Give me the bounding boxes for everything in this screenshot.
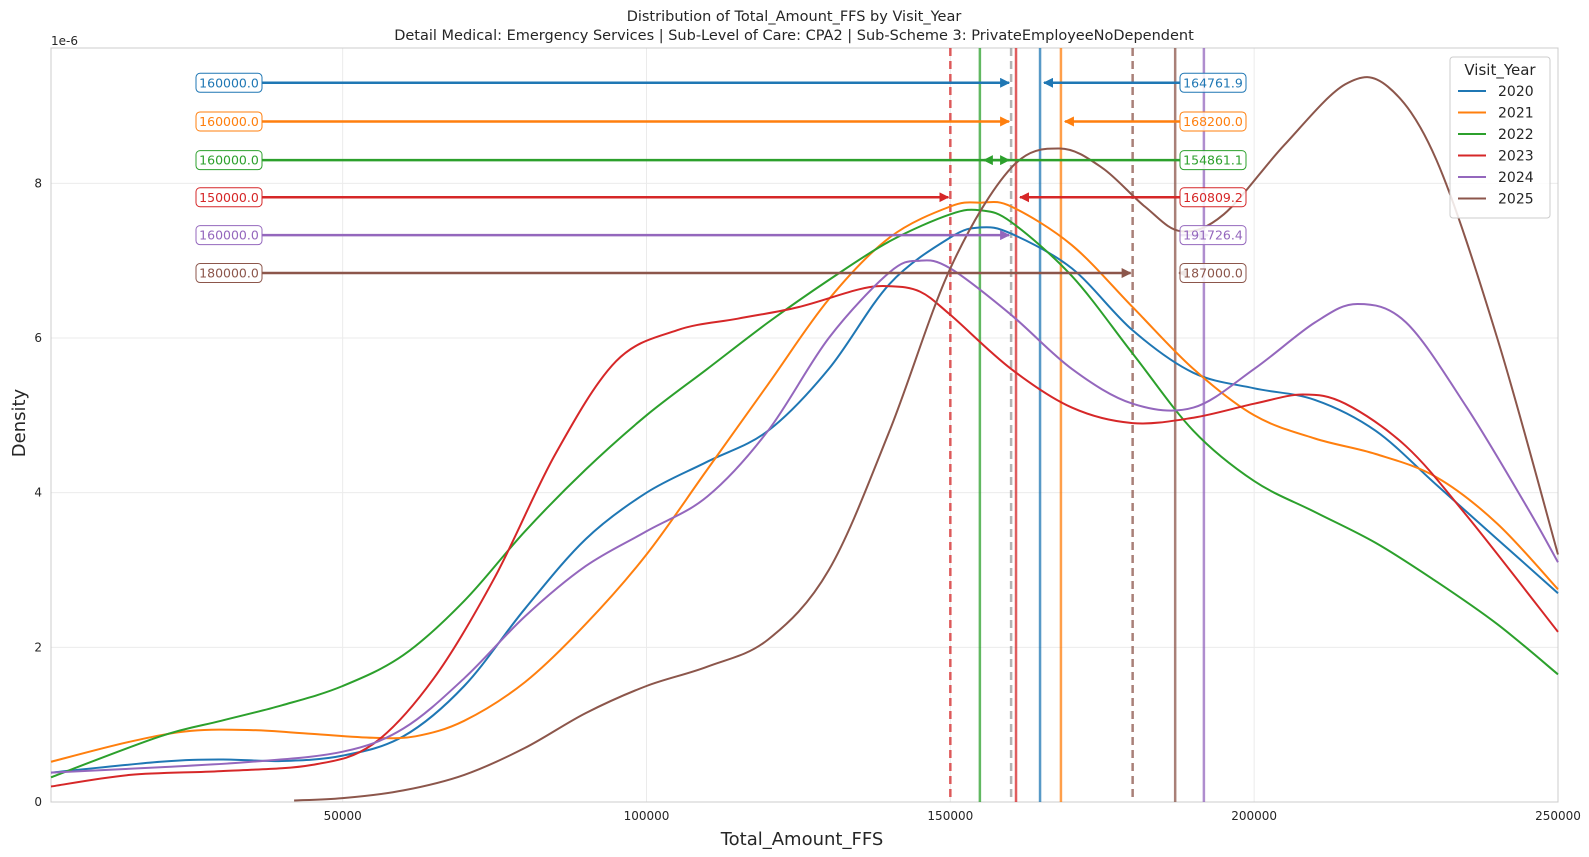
- chart-title: Distribution of Total_Amount_FFS by Visi…: [627, 9, 962, 25]
- annotation-box-left: [195, 263, 263, 284]
- annotation-box-left: [195, 187, 263, 208]
- annotation-box-right: [1179, 111, 1247, 132]
- legend-label-2021: 2021: [1498, 106, 1534, 122]
- grid-lines: [50, 47, 1559, 803]
- y-tick-label: 0: [34, 795, 42, 809]
- plot-area: 160000.0 164761.9 160000.0 168200.0 160000.0…: [50, 48, 1559, 802]
- annotation-box-left: [195, 111, 263, 132]
- axis-ticks: 50000 100000 150000 200000 250000 0 2 4 6 8: [34, 176, 1581, 823]
- y-tick-label: 2: [34, 640, 42, 654]
- annotation-box-right: [1179, 225, 1247, 246]
- annotation-label-left-2020: 160000.0: [199, 75, 259, 90]
- x-tick-label: 50000: [324, 809, 362, 823]
- plot-background: [51, 48, 1558, 802]
- annotation-label-right-2020: 164761.9: [1183, 75, 1243, 90]
- legend-label-2020: 2020: [1498, 84, 1534, 100]
- chart-subtitle: Detail Medical: Emergency Services | Sub…: [394, 28, 1194, 44]
- y-axis-label: Density: [9, 388, 30, 457]
- legend-label-2022: 2022: [1498, 127, 1534, 143]
- annotation-box-right: [1179, 187, 1247, 208]
- density-line-2022: [50, 208, 1559, 779]
- annotation-box-left: [195, 72, 263, 93]
- annotation-label-right-2021: 168200.0: [1183, 114, 1243, 129]
- x-tick-label: 200000: [1231, 809, 1277, 823]
- annotation-box-right: [1179, 263, 1247, 284]
- x-tick-label: 100000: [624, 809, 670, 823]
- annotation-label-left-2022: 160000.0: [199, 153, 259, 168]
- annotation-label-left-2025: 180000.0: [199, 266, 259, 281]
- x-tick-label: 250000: [1535, 809, 1581, 823]
- annotation-label-right-2024: 191726.4: [1183, 228, 1243, 243]
- x-tick-label: 150000: [927, 809, 973, 823]
- legend-label-2024: 2024: [1498, 170, 1534, 186]
- annotation-label-left-2021: 160000.0: [199, 114, 259, 129]
- legend: Visit_Year 2020 2021 2022 2023 2024 2025: [1449, 56, 1551, 219]
- x-axis-label: Total_Amount_FFS: [720, 829, 884, 850]
- y-tick-label: 8: [34, 176, 42, 190]
- annotation-label-right-2022: 154861.1: [1183, 153, 1243, 168]
- y-tick-label: 6: [34, 331, 42, 345]
- annotation-label-right-2023: 160809.2: [1183, 190, 1243, 205]
- plot-frame: [50, 47, 1559, 803]
- y-offset-text: 1e-6: [51, 34, 78, 48]
- annotation-label-left-2024: 160000.0: [199, 228, 259, 243]
- legend-label-2023: 2023: [1498, 149, 1534, 165]
- annotation-label-left-2023: 150000.0: [199, 190, 259, 205]
- annotation-box-left: [195, 225, 263, 246]
- annotation-box-left: [195, 150, 263, 171]
- y-tick-label: 4: [34, 486, 42, 500]
- legend-title: Visit_Year: [1464, 61, 1536, 80]
- annotation-box-right: [1179, 150, 1247, 171]
- annotation-label-right-2025: 187000.0: [1183, 266, 1243, 281]
- density-line-2025: [294, 76, 1559, 802]
- density-line-2021: [50, 200, 1559, 763]
- annotation-box-right: [1179, 72, 1247, 93]
- legend-label-2025: 2025: [1498, 192, 1534, 208]
